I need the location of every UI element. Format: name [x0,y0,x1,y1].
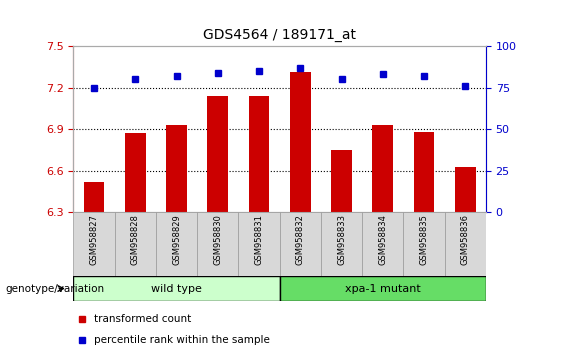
Bar [403,212,445,276]
Text: GSM958830: GSM958830 [214,214,222,265]
Text: GSM958832: GSM958832 [296,214,305,265]
Bar [125,133,146,212]
Title: GDS4564 / 189171_at: GDS4564 / 189171_at [203,28,356,42]
Bar [362,212,403,276]
Text: transformed count: transformed count [94,314,192,324]
Bar [166,125,187,212]
Bar [73,212,115,276]
Bar [331,150,352,212]
Text: GSM958833: GSM958833 [337,214,346,265]
Bar [321,212,362,276]
Bar [280,276,486,301]
Text: wild type: wild type [151,284,202,293]
Text: GSM958831: GSM958831 [255,214,263,265]
Bar [280,212,321,276]
Text: GSM958834: GSM958834 [379,214,387,265]
Text: xpa-1 mutant: xpa-1 mutant [345,284,421,293]
Text: percentile rank within the sample: percentile rank within the sample [94,335,270,345]
Bar [455,167,476,212]
Bar [372,125,393,212]
Bar [197,212,238,276]
Bar [445,212,486,276]
Text: genotype/variation: genotype/variation [6,284,105,293]
Text: GSM958827: GSM958827 [90,214,98,265]
Bar [249,96,270,212]
Bar [238,212,280,276]
Bar [115,212,156,276]
Text: GSM958829: GSM958829 [172,214,181,265]
Text: GSM958828: GSM958828 [131,214,140,265]
Bar [73,276,280,301]
Bar [207,96,228,212]
Text: GSM958836: GSM958836 [461,214,470,265]
Bar [84,182,105,212]
Bar [156,212,197,276]
Bar [414,132,434,212]
Text: GSM958835: GSM958835 [420,214,428,265]
Bar [290,72,311,212]
